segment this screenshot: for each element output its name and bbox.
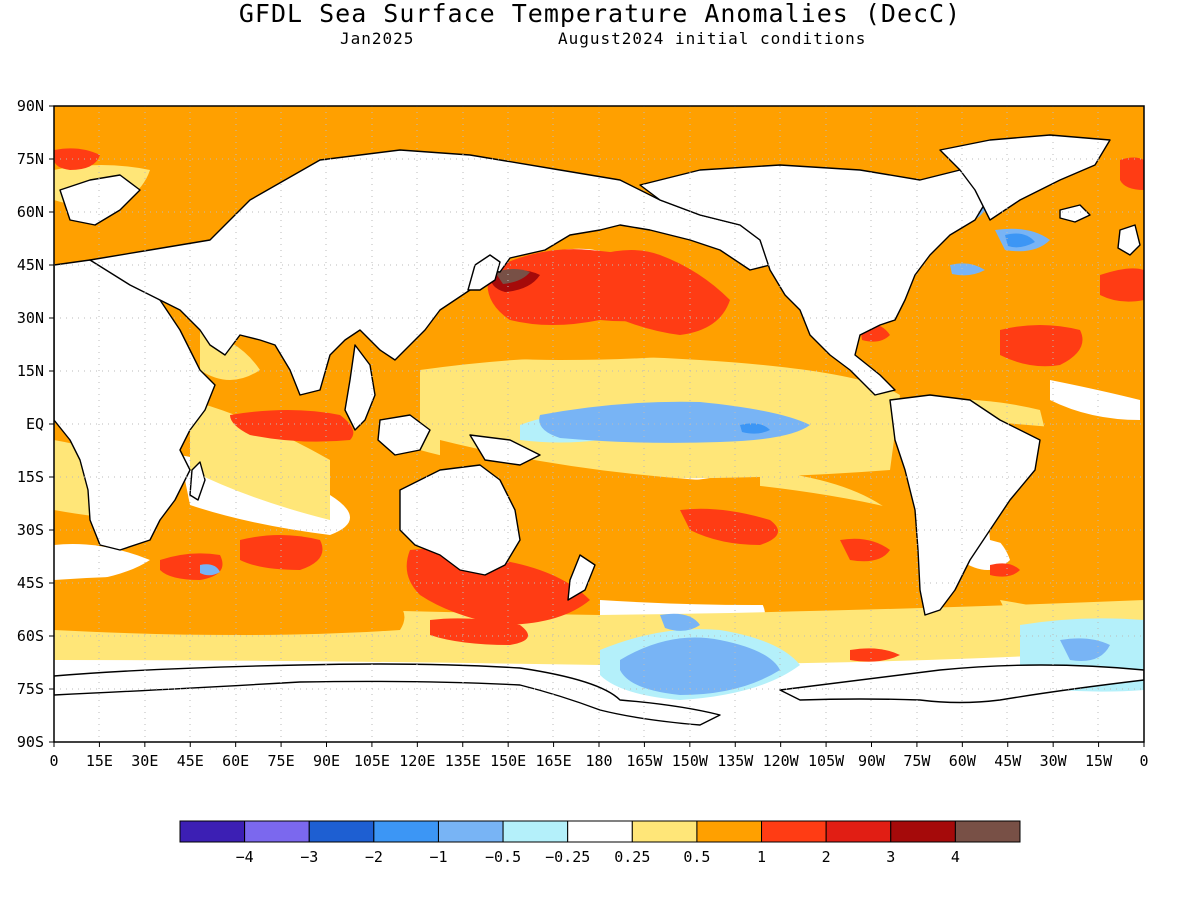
lat-tick-label: 60N xyxy=(17,203,44,221)
lon-tick-label: 165E xyxy=(536,752,572,770)
lon-tick-label: 0 xyxy=(1139,752,1148,770)
scandinavia xyxy=(59,174,141,226)
lon-tick-label: 45E xyxy=(177,752,204,770)
lon-tick-label: 150W xyxy=(672,752,709,770)
lon-tick-label: 30E xyxy=(131,752,158,770)
lon-tick-label: 90W xyxy=(858,752,886,770)
lon-tick-label: 60W xyxy=(949,752,977,770)
longitude-labels: 0 15E 30E 45E 60E 75E 90E 105E 120E 135E 150E 165E 1… xyxy=(49,742,1149,770)
colorbar-swatch xyxy=(696,820,763,843)
moderate-cool-regions xyxy=(200,198,1110,695)
lat-tick-label: 30S xyxy=(17,521,44,539)
colorbar-swatch xyxy=(631,820,698,843)
lon-tick-label: 120W xyxy=(763,752,800,770)
colorbar-swatch xyxy=(244,820,310,843)
lon-tick-label: 90E xyxy=(313,752,340,770)
colorbar-label: 4 xyxy=(951,848,960,866)
colorbar-swatch xyxy=(373,820,439,843)
colorbar-swatch xyxy=(179,820,246,843)
initial-conditions: August2024 initial conditions xyxy=(558,29,867,48)
new-guinea xyxy=(469,434,541,466)
lat-tick-label: 15N xyxy=(17,362,44,380)
indonesia xyxy=(377,414,431,456)
new-zealand xyxy=(567,554,596,601)
colorbar-swatch xyxy=(761,820,827,843)
graticule xyxy=(54,106,1144,742)
lat-tick-label: 30N xyxy=(17,309,44,327)
lat-tick-label: 90S xyxy=(17,733,44,751)
colorbar-swatch xyxy=(567,820,633,843)
land-masses xyxy=(54,134,1144,726)
lon-tick-label: 75E xyxy=(268,752,295,770)
lon-tick-label: 15W xyxy=(1085,752,1113,770)
australia xyxy=(399,464,521,576)
lon-tick-label: 165W xyxy=(626,752,663,770)
colorbar-label: 0.25 xyxy=(614,848,650,866)
colorbar-label: −2 xyxy=(365,848,383,866)
lon-tick-label: 180 xyxy=(585,752,612,770)
colorbar-labels: −4 −3 −2 −1 −0.5 −0.25 0.25 0.5 1 2 3 4 xyxy=(236,848,960,866)
colorbar-swatch xyxy=(825,820,892,843)
colorbar-label: −0.5 xyxy=(485,848,521,866)
lon-tick-label: 60E xyxy=(222,752,249,770)
lon-tick-label: 135E xyxy=(445,752,481,770)
lon-tick-label: 135W xyxy=(717,752,754,770)
lon-tick-label: 150E xyxy=(490,752,526,770)
latitude-labels: 90N 75N 60N 45N 30N 15N EQ 15S 30S 45S 60S 75S 90S xyxy=(17,97,54,751)
colorbar xyxy=(179,820,1021,843)
iceland xyxy=(1059,204,1091,223)
map-title: GFDL Sea Surface Temperature Anomalies (… xyxy=(238,0,962,28)
colorbar-swatch xyxy=(890,820,956,843)
lon-tick-label: 0 xyxy=(49,752,58,770)
lon-tick-label: 45W xyxy=(994,752,1022,770)
lon-tick-label: 15E xyxy=(86,752,113,770)
colorbar-label: −0.25 xyxy=(545,848,590,866)
map-area xyxy=(54,106,1144,742)
greenland xyxy=(939,134,1111,221)
strong-cool-regions xyxy=(740,233,1035,434)
lat-tick-label: 75S xyxy=(17,680,44,698)
colorbar-swatch xyxy=(437,820,504,843)
japan xyxy=(467,254,501,291)
lat-tick-label: 45S xyxy=(17,574,44,592)
forecast-month: Jan2025 xyxy=(340,29,415,48)
colorbar-swatch xyxy=(954,820,1021,843)
lat-tick-label: 60S xyxy=(17,627,44,645)
lon-tick-label: 75W xyxy=(903,752,931,770)
colorbar-label: 1 xyxy=(757,848,766,866)
british-isles xyxy=(1117,224,1141,256)
lon-tick-label: 105W xyxy=(808,752,845,770)
antarctica-east xyxy=(779,664,1144,704)
lat-tick-label: 45N xyxy=(17,256,44,274)
lon-tick-label: 120E xyxy=(399,752,435,770)
colorbar-label: −3 xyxy=(300,848,318,866)
colorbar-swatch xyxy=(308,820,375,843)
extreme-warm-regions xyxy=(495,269,530,284)
colorbar-label: −1 xyxy=(429,848,447,866)
colorbar-label: 3 xyxy=(886,848,895,866)
lon-tick-label: 30W xyxy=(1040,752,1068,770)
antarctica xyxy=(54,663,721,726)
southeast-asia xyxy=(344,344,376,431)
colorbar-label: 2 xyxy=(822,848,831,866)
lat-tick-label: EQ xyxy=(26,415,44,433)
colorbar-swatch xyxy=(502,820,569,843)
lat-tick-label: 75N xyxy=(17,150,44,168)
colorbar-label: 0.5 xyxy=(683,848,710,866)
strong-warm-regions xyxy=(54,148,1144,662)
lon-tick-label: 105E xyxy=(354,752,390,770)
lat-tick-label: 15S xyxy=(17,468,44,486)
colorbar-label: −4 xyxy=(236,848,254,866)
lat-tick-label: 90N xyxy=(17,97,44,115)
